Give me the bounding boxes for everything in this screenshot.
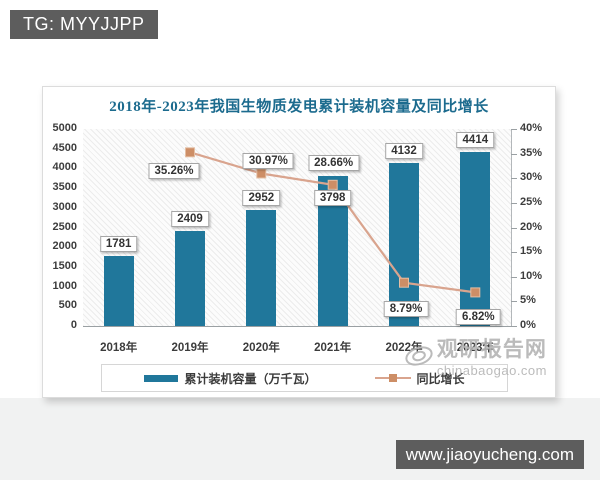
watermark-logo-icon: [405, 345, 433, 366]
line-marker: [470, 287, 481, 298]
x-axis-label: 2022年: [385, 342, 423, 354]
growth-value-label: 8.79%: [383, 300, 429, 317]
x-axis-label: 2018年: [100, 342, 138, 354]
bar-value-label: 4132: [385, 143, 423, 160]
right-axis-tickmark: [511, 129, 517, 130]
legend-item-growth: 同比增长: [374, 370, 465, 387]
line-marker: [399, 277, 409, 288]
right-axis-tick: 35%: [520, 146, 543, 159]
bar-value-label: 2409: [171, 211, 209, 228]
x-axis-label: 2019年: [171, 342, 209, 354]
growth-value-label: 6.82%: [456, 309, 501, 326]
legend-label-capacity: 累计装机容量（万千瓦）: [184, 371, 317, 386]
right-axis-tickmark: [511, 326, 517, 327]
left-axis-tick: 2500: [52, 220, 77, 233]
capacity-bar: [175, 231, 205, 326]
right-axis-tickmark: [511, 276, 517, 278]
right-axis-tickmark: [511, 202, 517, 204]
left-axis-tick: 3500: [52, 181, 77, 194]
right-axis-tick: 25%: [520, 195, 543, 208]
legend: 累计装机容量（万千瓦） 同比增长: [101, 364, 508, 392]
legend-item-capacity: 累计装机容量（万千瓦）: [144, 370, 317, 387]
right-axis-tick: 20%: [520, 220, 543, 233]
left-axis-tick: 5000: [52, 122, 77, 134]
legend-label-growth: 同比增长: [416, 371, 465, 386]
line-marker: [327, 179, 338, 190]
line-marker: [185, 147, 195, 158]
left-axis-tick: 500: [58, 299, 77, 312]
right-axis-tick: 10%: [520, 269, 543, 282]
left-axis-tick: 0: [70, 319, 77, 331]
growth-value-label: 28.66%: [308, 154, 360, 171]
growth-line-layer: [185, 147, 481, 298]
plot-area: 1781 2409 2952 3798 4132 4414 35.26% 30.97% 28.6…: [83, 129, 512, 327]
watermark: 观研报告网 chinabaogao.com: [404, 333, 547, 378]
chart-title: 2018年-2023年我国生物质发电累计装机容量及同比增长: [109, 99, 489, 115]
right-axis-tickmark: [511, 178, 517, 180]
bar-value-label: 3798: [313, 190, 352, 207]
telegram-badge: TG: MYYJJPP: [10, 10, 158, 39]
right-axis-tickmark: [511, 252, 517, 254]
left-axis-tick: 4500: [52, 141, 77, 154]
left-axis-tick: 3000: [52, 200, 77, 213]
x-axis-label: 2023年: [456, 342, 494, 354]
left-axis-tick: 4000: [52, 161, 77, 174]
line-swatch-icon: [374, 374, 411, 382]
right-axis-tickmark: [511, 153, 517, 155]
watermark-domain: chinabaogao.com: [436, 363, 547, 378]
bar-value-label: 1781: [99, 235, 138, 252]
capacity-bar: [103, 255, 134, 326]
watermark-name: 观研报告网: [436, 337, 547, 361]
right-axis-tick: 5%: [520, 294, 536, 307]
line-marker-icon: [388, 374, 397, 382]
right-axis-tick: 0%: [520, 319, 536, 331]
capacity-bar: [389, 163, 419, 326]
capacity-bar: [246, 209, 277, 326]
line-marker: [256, 168, 267, 179]
watermark-text: 观研报告网 chinabaogao.com: [437, 333, 547, 378]
x-axis-label: 2020年: [242, 342, 280, 354]
bar-swatch-icon: [144, 374, 179, 382]
right-axis-tickmark: [511, 301, 517, 303]
right-axis-tick: 30%: [520, 171, 543, 184]
right-axis-tick: 40%: [520, 122, 543, 134]
left-axis-tick: 1000: [52, 279, 77, 292]
x-axis-label: 2021年: [314, 342, 352, 354]
left-axis-tick: 1500: [52, 259, 77, 272]
website-badge: www.jiaoyucheng.com: [395, 440, 584, 469]
growth-line: [189, 151, 476, 294]
growth-value-label: 30.97%: [242, 153, 294, 170]
left-axis-tick: 2000: [52, 240, 77, 253]
chart-card: 2018年-2023年我国生物质发电累计装机容量及同比增长 1781 2409 29…: [42, 86, 556, 398]
right-axis-tick: 15%: [520, 245, 543, 258]
right-axis-tickmark: [511, 227, 517, 229]
bar-value-label: 2952: [242, 189, 281, 206]
growth-value-label: 35.26%: [148, 163, 200, 180]
bar-value-label: 4414: [456, 132, 495, 149]
